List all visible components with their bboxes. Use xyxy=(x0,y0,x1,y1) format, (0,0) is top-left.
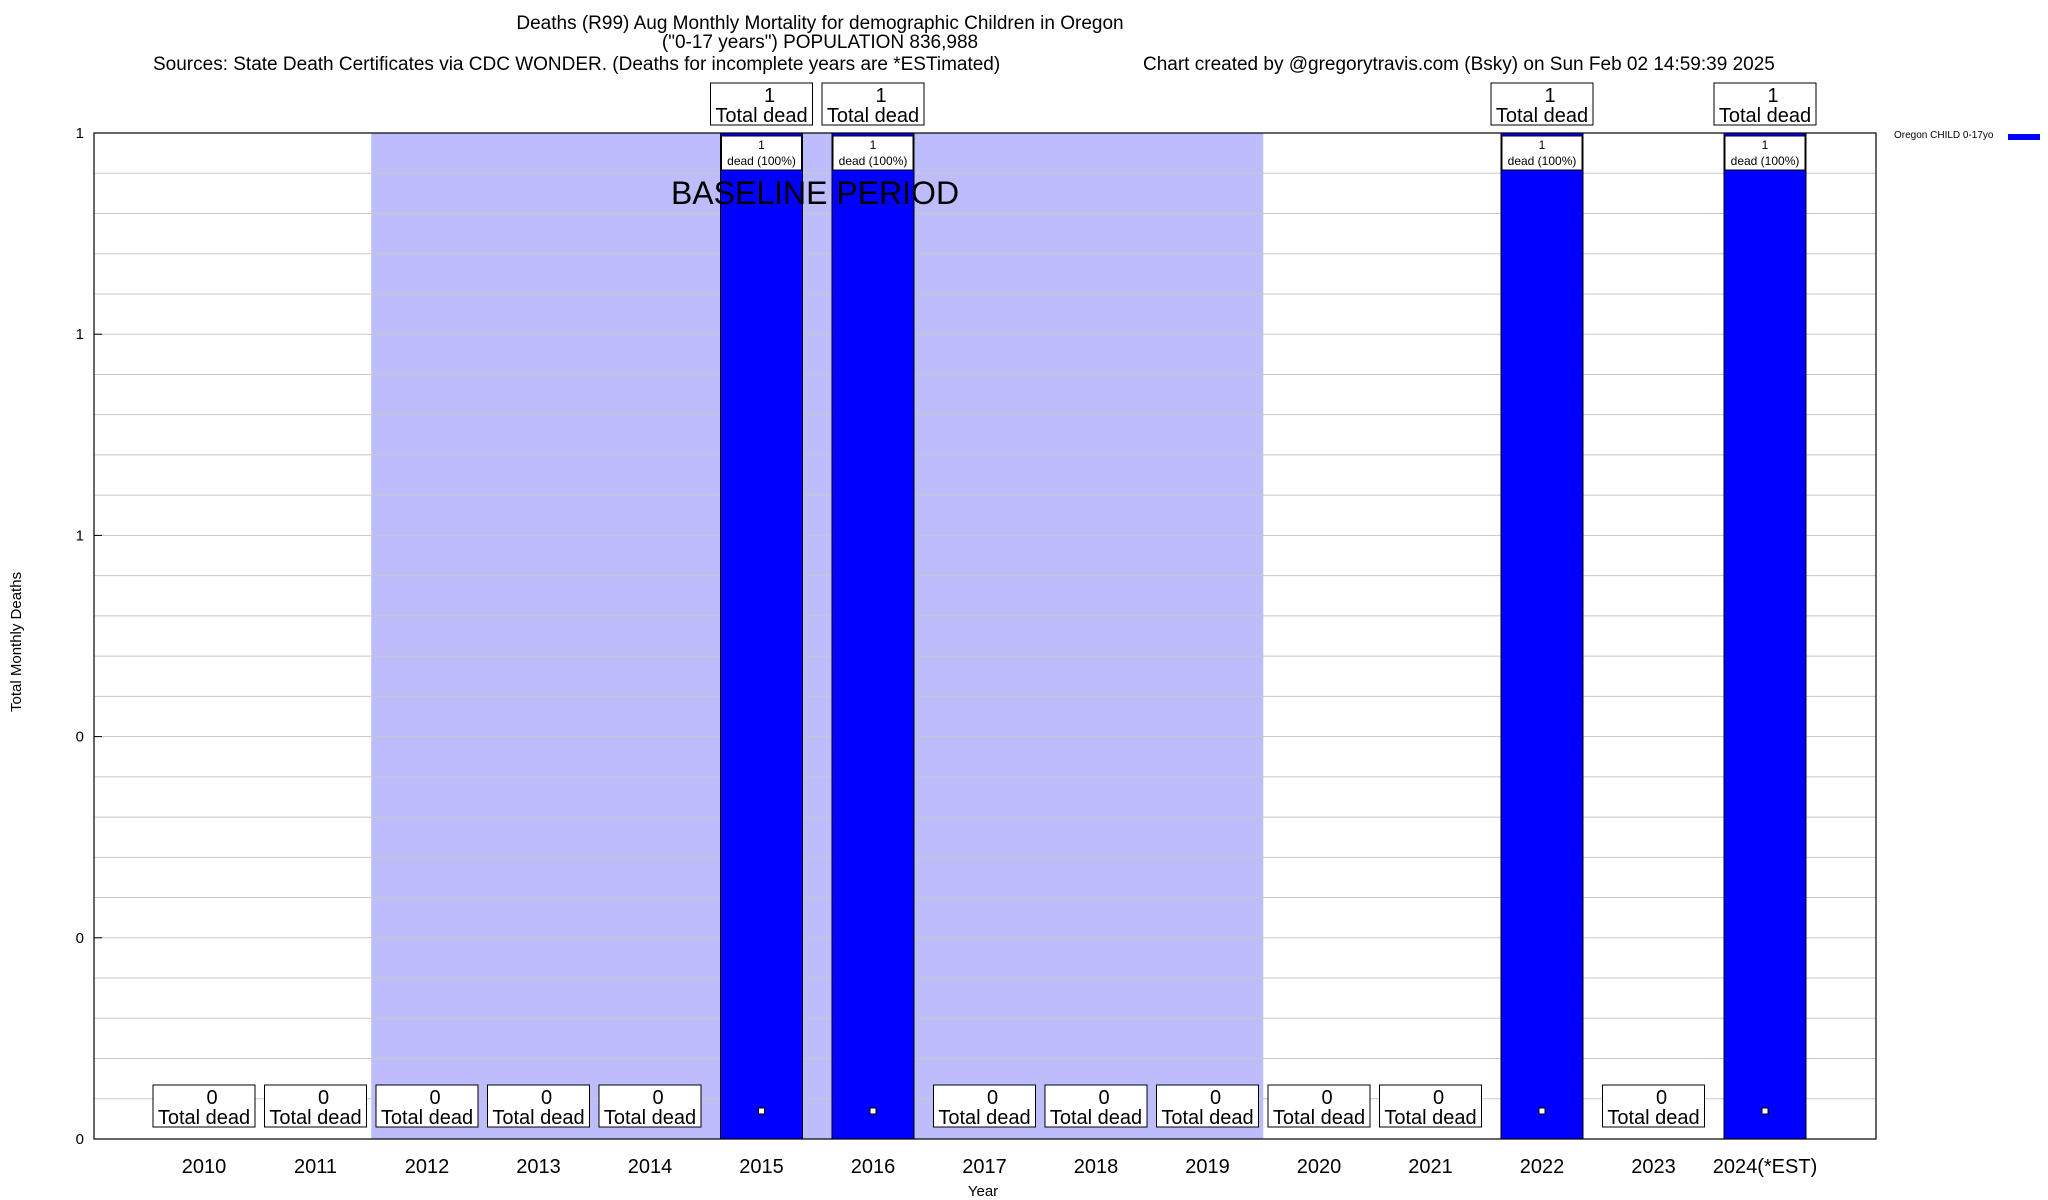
total-label-text: Total dead xyxy=(492,1107,584,1129)
y-tick-label: 1 xyxy=(76,527,84,544)
total-label-count: 0 xyxy=(1210,1087,1221,1109)
y-tick-label: 0 xyxy=(76,930,84,947)
total-label-count: 1 xyxy=(875,85,886,107)
total-label-box xyxy=(1156,1084,1259,1128)
bar-inner-label-count: 1 xyxy=(1539,138,1546,152)
chart-title-line-1: Deaths (R99) Aug Monthly Mortality for d… xyxy=(516,13,1124,34)
baseline-period-shading xyxy=(371,133,1264,1139)
x-tick-label: 2012 xyxy=(405,1156,450,1178)
x-tick-label: 2014 xyxy=(628,1156,673,1178)
chart-credit: Chart created by @gregorytravis.com (Bsk… xyxy=(1143,54,1775,75)
bar-inner-label-text: dead (100%) xyxy=(1731,154,1800,168)
bar-inner-label-box xyxy=(1501,135,1583,171)
x-axis-label: Year xyxy=(967,1183,999,1200)
total-label-box xyxy=(1044,1084,1148,1128)
total-label-text: Total dead xyxy=(1496,105,1588,127)
total-label-count: 1 xyxy=(1767,85,1778,107)
x-tick-label: 2016 xyxy=(851,1156,896,1178)
x-tick-label: 2018 xyxy=(1074,1156,1119,1178)
total-label-text: Total dead xyxy=(1050,1107,1142,1129)
x-marker xyxy=(758,1107,765,1115)
total-label-box xyxy=(487,1084,590,1128)
total-label-count: 0 xyxy=(429,1087,440,1109)
x-tick-label: 2011 xyxy=(294,1156,337,1178)
x-marker xyxy=(1761,1107,1769,1115)
total-label-text: Total dead xyxy=(1273,1107,1365,1129)
total-label-count: 0 xyxy=(1656,1087,1667,1109)
total-label-count: 0 xyxy=(318,1087,329,1109)
x-tick-label: 2020 xyxy=(1297,1156,1342,1178)
x-tick-label: 2024(*EST) xyxy=(1713,1156,1818,1178)
bar-inner-label-box xyxy=(1724,135,1806,171)
x-tick-label: 2015 xyxy=(739,1156,784,1178)
x-marker xyxy=(869,1107,877,1115)
total-label-box xyxy=(375,1084,479,1128)
total-label-box xyxy=(1490,82,1594,126)
bar-2016 xyxy=(831,132,915,1140)
legend-swatch xyxy=(2008,134,2040,140)
total-label-text: Total dead xyxy=(381,1107,473,1129)
total-label-box xyxy=(264,1084,367,1128)
x-tick-label: 2019 xyxy=(1185,1156,1230,1178)
bar-inner-label-count: 1 xyxy=(1762,138,1769,152)
total-label-text: Total dead xyxy=(1607,1107,1699,1129)
total-label-text: Total dead xyxy=(1719,105,1811,127)
baseline-period-label: BASELINE PERIOD xyxy=(671,175,959,211)
bar-inner-label-text: dead (100%) xyxy=(1508,154,1577,168)
total-label-count: 0 xyxy=(652,1087,663,1109)
total-label-text: Total dead xyxy=(827,105,919,127)
x-tick-label: 2022 xyxy=(1520,1156,1565,1178)
x-tick-label: 2013 xyxy=(516,1156,561,1178)
total-label-count: 0 xyxy=(541,1087,552,1109)
total-label-box xyxy=(933,1084,1036,1128)
bar-inner-label-count: 1 xyxy=(870,138,877,152)
bar-inner-label-text: dead (100%) xyxy=(727,154,796,168)
total-label-count: 0 xyxy=(1321,1087,1332,1109)
y-tick-label: 0 xyxy=(76,729,84,746)
total-label-box xyxy=(821,82,925,126)
bar-inner-label-box xyxy=(721,135,802,171)
y-tick-label: 0 xyxy=(76,1131,84,1148)
total-label-count: 0 xyxy=(1433,1087,1444,1109)
total-label-box xyxy=(152,1084,256,1128)
total-label-text: Total dead xyxy=(604,1107,696,1129)
total-label-text: Total dead xyxy=(1161,1107,1253,1129)
total-label-text: Total dead xyxy=(269,1107,361,1129)
y-tick-label: 1 xyxy=(76,326,84,343)
plot-border xyxy=(93,132,1877,1140)
bar-inner-label-text: dead (100%) xyxy=(839,154,908,168)
x-tick-label: 2021 xyxy=(1408,1156,1453,1178)
total-label-box xyxy=(710,82,813,126)
total-label-box xyxy=(1713,82,1817,126)
total-label-count: 0 xyxy=(206,1087,217,1109)
bar-inner-label-box xyxy=(832,135,914,171)
x-tick-label: 2017 xyxy=(962,1156,1007,1178)
y-tick-label: 1 xyxy=(76,125,84,142)
x-tick-label: 2023 xyxy=(1631,1156,1676,1178)
total-label-box xyxy=(1379,1084,1482,1128)
legend-entry-label: Oregon CHILD 0-17yo xyxy=(1894,130,1994,141)
total-label-box xyxy=(598,1084,702,1128)
total-label-count: 1 xyxy=(764,85,775,107)
bar-2022 xyxy=(1500,132,1584,1140)
total-label-text: Total dead xyxy=(938,1107,1030,1129)
chart-title-line-2: ("0-17 years") POPULATION 836,988 xyxy=(661,32,979,53)
total-label-count: 0 xyxy=(1098,1087,1109,1109)
total-label-box xyxy=(1602,1084,1705,1128)
bar-inner-label-count: 1 xyxy=(758,138,765,152)
total-label-text: Total dead xyxy=(1384,1107,1476,1129)
x-marker xyxy=(1538,1107,1546,1115)
total-label-count: 0 xyxy=(987,1087,998,1109)
x-tick-label: 2010 xyxy=(182,1156,227,1178)
bar-2015 xyxy=(720,132,803,1140)
total-label-count: 1 xyxy=(1544,85,1555,107)
bar-2024(*EST) xyxy=(1723,132,1807,1140)
total-label-box xyxy=(1267,1084,1371,1128)
total-label-text: Total dead xyxy=(158,1107,250,1129)
chart-sources: Sources: State Death Certificates via CD… xyxy=(153,54,1001,75)
total-label-text: Total dead xyxy=(715,105,807,127)
